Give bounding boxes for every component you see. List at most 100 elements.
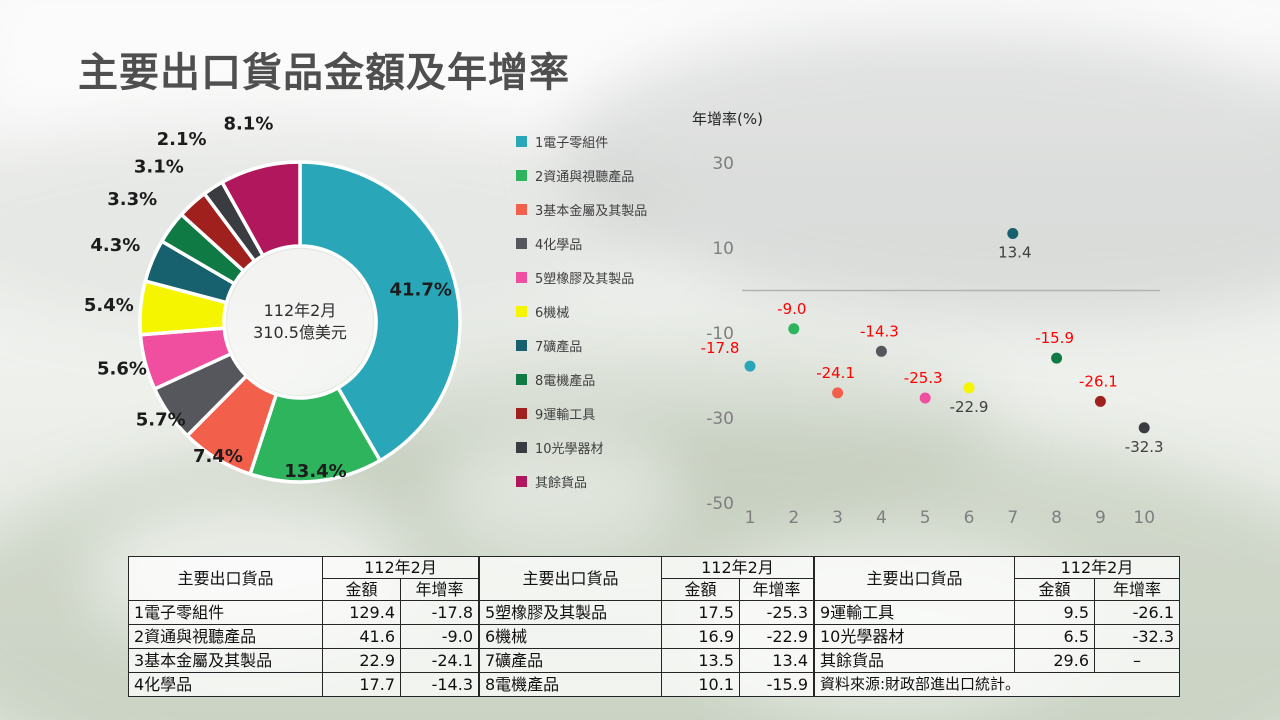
table-cell-item: 3基本金屬及其製品 [128,648,323,673]
source-note: 資料來源:財政部進出口統計。 [814,672,1180,697]
legend-swatch-icon [516,475,527,487]
table-header-cell: 年增率 [739,578,814,601]
donut-slice-label: 7.4% [193,446,243,467]
scatter-point [1094,395,1106,407]
export-table: 主要出口貨品 112年2月 金額 年增率 5塑橡膠及其製品 17.5 -25.3 6機械 16.… [479,556,814,697]
table-cell-amount: 17.7 [322,672,401,697]
table-row: 3基本金屬及其製品 22.9 -24.1 [128,648,479,673]
donut-slice-label: 4.3% [90,235,140,256]
donut-slice [220,160,302,258]
table-row: 2資通與視聽產品 41.6 -9.0 [128,624,479,649]
table-cell-yoy: -15.9 [739,672,814,697]
legend-item: 3基本金屬及其製品 [516,192,647,226]
data-tables: 主要出口貨品 112年2月 金額 年增率 1電子零組件 129.4 -17.8 2資通與視聽產… [128,556,1180,697]
donut-slice-label: 13.4% [284,461,346,482]
x-tick-label: 6 [964,508,975,528]
scatter-point-label: -32.3 [1125,438,1164,456]
scatter-point-label: -17.8 [701,339,740,357]
legend-label: 其餘貨品 [535,475,588,491]
table-header-cell: 主要出口貨品 [814,556,1015,601]
legend-label: 3基本金屬及其製品 [535,203,648,219]
legend-swatch-icon [516,441,527,453]
scatter-point-label: -24.1 [816,364,855,382]
legend-swatch-icon [516,237,527,249]
legend-item: 5塑橡膠及其製品 [516,260,647,294]
legend-swatch-icon [516,271,527,283]
scatter-point-label: 13.4 [998,244,1031,262]
x-tick-label: 4 [876,508,887,528]
legend-swatch-icon [516,373,527,385]
table-cell-yoy: -26.1 [1094,600,1180,625]
donut-slice [298,160,462,463]
legend-item: 6機械 [516,294,647,328]
table-cell-yoy: -25.3 [739,600,814,625]
legend-label: 9運輸工具 [535,407,596,423]
donut-slice-label: 5.4% [84,295,134,316]
scatter-chart: 年增率(%) 30 10 -10 -30 -50 1 2 3 4 5 6 7 8 9 10 -17.8 -9.… [692,110,1164,528]
table-cell-item: 5塑橡膠及其製品 [479,600,662,625]
donut-center [227,249,373,395]
table-cell-amount: 41.6 [322,624,401,649]
x-tick-label: 3 [832,508,843,528]
x-tick-label: 1 [745,508,756,528]
donut-slice-label: 2.1% [157,129,207,150]
legend-item: 1電子零組件 [516,124,647,158]
donut-slice-label: 5.7% [136,409,186,430]
legend-swatch-icon [516,305,527,317]
legend-item: 4化學品 [516,226,647,260]
legend-label: 10光學器材 [535,441,604,457]
table-cell-yoy: -14.3 [400,672,479,697]
table-cell-amount: 16.9 [661,624,740,649]
table-cell-item: 7礦產品 [479,648,662,673]
table-cell-item: 8電機產品 [479,672,662,697]
scatter-point-label: -9.0 [777,300,806,318]
table-row: 4化學品 17.7 -14.3 [128,672,479,697]
table-cell-item: 10光學器材 [814,624,1015,649]
x-tick-label: 8 [1051,508,1062,528]
table-header-cell: 金額 [322,578,401,601]
donut-slice-label: 5.6% [97,359,147,380]
table-header-cell: 主要出口貨品 [128,556,323,601]
table-header-cell: 年增率 [1094,578,1180,601]
table-row: 資料來源:財政部進出口統計。 [814,672,1180,697]
table-cell-item: 6機械 [479,624,662,649]
export-table: 主要出口貨品 112年2月 金額 年增率 9運輸工具 9.5 -26.1 10光學器材 6.5-… [814,556,1180,697]
scatter-point [832,387,844,399]
y-tick-label: 30 [712,154,734,174]
table-row: 8電機產品 10.1 -15.9 [479,672,814,697]
y-tick-label: -30 [706,409,734,429]
table-cell-yoy: -9.0 [400,624,479,649]
table-cell-item: 9運輸工具 [814,600,1015,625]
legend-item: 2資通與視聽產品 [516,158,647,192]
x-tick-label: 7 [1007,508,1018,528]
donut-center-period: 112年2月 [264,301,337,320]
table-cell-amount: 6.5 [1014,624,1095,649]
legend-label: 7礦產品 [535,339,583,355]
y-tick-label: -50 [706,494,734,514]
table-cell-yoy: – [1094,648,1180,673]
legend-label: 8電機產品 [535,373,596,389]
table-header-cell: 年增率 [400,578,479,601]
legend-item: 8電機產品 [516,362,647,396]
table-cell-amount: 13.5 [661,648,740,673]
table-cell-yoy: -24.1 [400,648,479,673]
table-cell-amount: 129.4 [322,600,401,625]
donut-slice-label: 41.7% [389,280,451,301]
table-row: 其餘貨品 29.6– [814,648,1180,673]
table-cell-item: 2資通與視聽產品 [128,624,323,649]
legend-swatch-icon [516,339,527,351]
table-row: 7礦產品 13.5 13.4 [479,648,814,673]
export-table: 主要出口貨品 112年2月 金額 年增率 1電子零組件 129.4 -17.8 2資通與視聽產… [128,556,479,697]
scatter-point [963,382,975,394]
chart-legend: 1電子零組件 2資通與視聽產品 3基本金屬及其製品 4化學品 5塑橡膠及其製品 6機械 7礦… [516,124,647,498]
scatter-point [1007,228,1019,239]
table-header-cell: 112年2月 [1014,556,1180,579]
table-row: 10光學器材 6.5 -32.3 [814,624,1180,649]
table-cell-item: 1電子零組件 [128,600,323,625]
y-tick-label: 10 [712,239,734,259]
table-cell-yoy: -17.8 [400,600,479,625]
scatter-point [875,345,887,357]
x-tick-label: 2 [788,508,799,528]
x-tick-label: 5 [920,508,931,528]
table-header-cell: 主要出口貨品 [479,556,662,601]
